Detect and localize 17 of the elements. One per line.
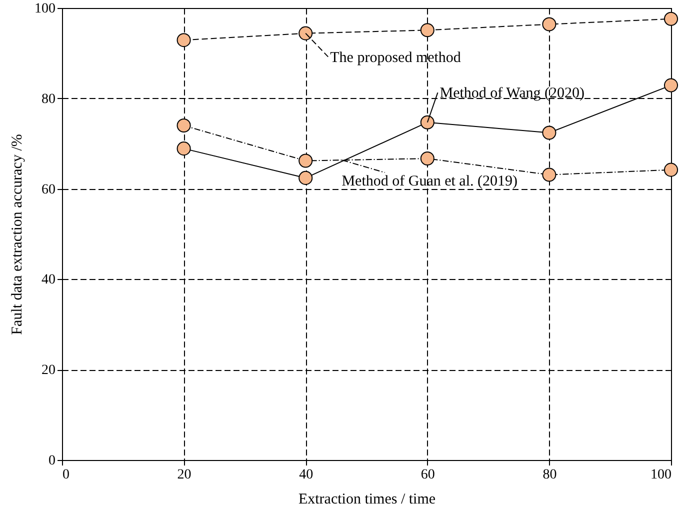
x-tick-label: 60 <box>420 468 435 482</box>
series-label: The proposed method <box>330 50 462 66</box>
x-tick-label: 80 <box>542 468 557 482</box>
x-tick-label: 20 <box>177 468 192 482</box>
y-tick-label: 80 <box>42 92 56 107</box>
series-label: Method of Wang (2020) <box>440 86 585 102</box>
y-tick-label: 0 <box>48 454 56 468</box>
legend-label: Method of Guan et al. (2019) <box>342 174 518 190</box>
y-tick-label: 100 <box>34 2 56 16</box>
x-tick-label: 0 <box>62 468 70 482</box>
y-tick-label: 60 <box>42 182 56 198</box>
x-tick-label: 100 <box>650 468 672 482</box>
y-tick-label: 40 <box>42 272 56 288</box>
x-tick-label: 40 <box>299 468 314 482</box>
x-axis-title: Extraction times / time <box>298 492 436 508</box>
y-axis-title: Fault data extraction accuracy /% <box>10 134 26 335</box>
y-tick-label: 20 <box>42 363 56 378</box>
